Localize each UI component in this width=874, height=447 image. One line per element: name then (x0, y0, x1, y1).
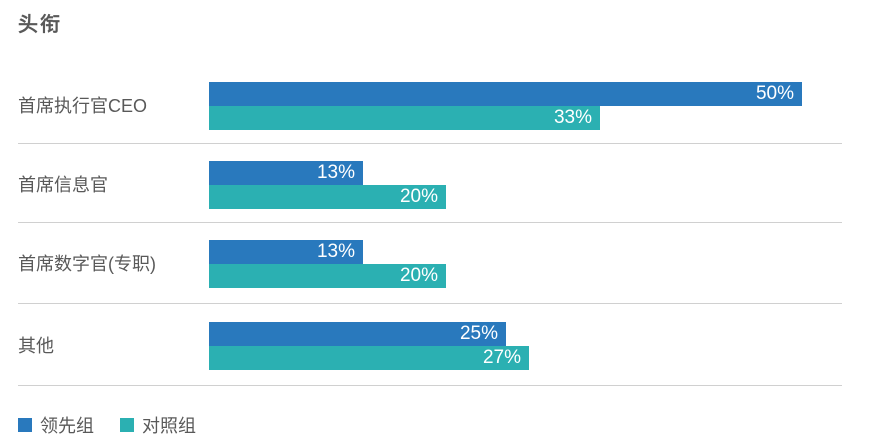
bar-control: 20% (209, 264, 446, 288)
chart-row: 首席执行官CEO 50% 33% (0, 82, 874, 130)
bar-value-label: 13% (316, 241, 355, 262)
row-divider (18, 222, 842, 223)
bar-value-label: 25% (459, 323, 498, 344)
bar-value-label: 50% (755, 83, 794, 104)
bar-leading: 13% (209, 161, 363, 185)
legend: 领先组 对照组 (18, 412, 196, 438)
legend-item-leading: 领先组 (18, 412, 94, 438)
bar-leading: 50% (209, 82, 802, 106)
category-label: 其他 (18, 336, 54, 356)
legend-item-control: 对照组 (120, 412, 196, 438)
row-divider (18, 143, 842, 144)
bar-pair: 13% 20% (209, 240, 446, 288)
bar-pair: 25% 27% (209, 322, 529, 370)
row-divider (18, 385, 842, 386)
chart-row: 首席数字官(专职) 13% 20% (0, 240, 874, 288)
legend-swatch-icon (18, 418, 32, 432)
legend-label: 对照组 (142, 416, 196, 436)
chart-row: 其他 25% 27% (0, 322, 874, 370)
chart-row: 首席信息官 13% 20% (0, 161, 874, 209)
bar-control: 27% (209, 346, 529, 370)
legend-label: 领先组 (40, 416, 94, 436)
bar-value-label: 20% (399, 186, 438, 207)
chart-title: 头衔 (18, 14, 62, 36)
category-label: 首席执行官CEO (18, 96, 148, 116)
row-divider (18, 303, 842, 304)
category-label: 首席数字官(专职) (18, 254, 156, 274)
category-label: 首席信息官 (18, 175, 108, 195)
legend-swatch-icon (120, 418, 134, 432)
bar-control: 33% (209, 106, 600, 130)
bar-value-label: 13% (316, 162, 355, 183)
bar-pair: 13% 20% (209, 161, 446, 209)
bar-control: 20% (209, 185, 446, 209)
bar-pair: 50% 33% (209, 82, 802, 130)
bar-leading: 13% (209, 240, 363, 264)
bar-value-label: 20% (399, 265, 438, 286)
bar-value-label: 33% (553, 107, 592, 128)
bar-leading: 25% (209, 322, 506, 346)
bar-value-label: 27% (482, 347, 521, 368)
